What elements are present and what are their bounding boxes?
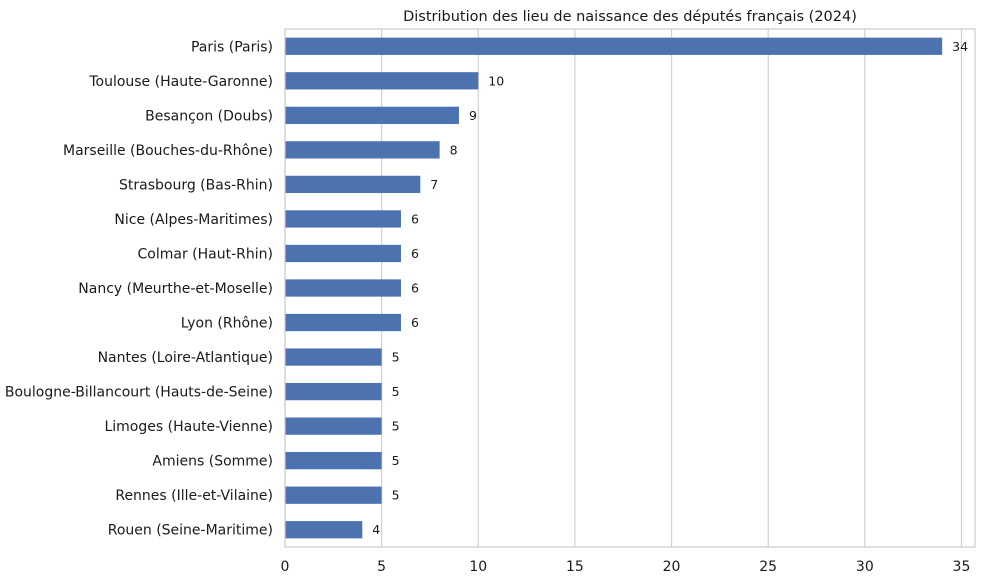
bars <box>285 37 943 539</box>
labels: 0 5 10 15 20 25 30 35 Paris (Paris) 34 Toulouse (H… <box>5 39 971 575</box>
bar <box>285 210 401 228</box>
category-label: Colmar (Haut-Rhin) <box>138 246 273 262</box>
bar-value-label: 7 <box>430 177 438 192</box>
category-label: Rennes (Ille-et-Vilaine) <box>115 488 273 504</box>
bar-value-label: 5 <box>392 419 400 434</box>
bar <box>285 348 382 366</box>
bar <box>285 106 459 124</box>
category-label: Toulouse (Haute-Garonne) <box>88 74 273 90</box>
bar-value-label: 6 <box>411 281 419 296</box>
bar <box>285 486 382 504</box>
category-label: Nice (Alpes-Maritimes) <box>114 212 273 228</box>
category-label: Marseille (Bouches-du-Rhône) <box>63 143 273 159</box>
chart-title: Distribution des lieu de naissance des d… <box>403 9 857 25</box>
bar-value-label: 9 <box>469 108 477 123</box>
category-label: Paris (Paris) <box>191 39 273 55</box>
bar <box>285 175 421 194</box>
bar-value-label: 5 <box>392 453 400 468</box>
bar <box>285 141 440 159</box>
category-label: Nantes (Loire-Atlantique) <box>98 350 273 366</box>
category-label: Besançon (Doubs) <box>145 108 273 124</box>
bar-value-label: 4 <box>372 522 380 537</box>
bar-value-label: 6 <box>411 315 419 330</box>
bar <box>285 244 401 263</box>
bar <box>285 521 363 539</box>
x-tick-label: 20 <box>663 559 681 575</box>
x-tick-label: 5 <box>377 559 386 575</box>
category-label: Nancy (Meurthe-et-Moselle) <box>78 281 273 297</box>
x-tick-label: 30 <box>856 559 874 575</box>
bar-value-label: 6 <box>411 246 419 261</box>
bar <box>285 37 943 55</box>
bar-value-label: 8 <box>450 142 458 157</box>
bar <box>285 313 401 332</box>
category-label: Strasbourg (Bas-Rhin) <box>119 177 273 193</box>
bar-value-label: 34 <box>952 39 968 54</box>
bar-value-label: 6 <box>411 211 419 226</box>
category-label: Limoges (Haute-Vienne) <box>104 419 273 435</box>
x-tick-label: 0 <box>281 559 290 575</box>
bar <box>285 72 479 90</box>
bar <box>285 417 382 435</box>
category-label: Rouen (Seine-Maritime) <box>108 523 273 539</box>
bar <box>285 382 382 401</box>
x-tick-label: 25 <box>759 559 777 575</box>
plot-frame <box>284 28 976 548</box>
x-tick-label: 35 <box>953 559 971 575</box>
bar <box>285 452 382 470</box>
bar-value-label: 5 <box>392 350 400 365</box>
x-tick-label: 15 <box>566 559 584 575</box>
category-label: Amiens (Somme) <box>152 454 273 470</box>
bar-value-label: 5 <box>392 384 400 399</box>
bar <box>285 279 401 297</box>
category-label: Boulogne-Billancourt (Hauts-de-Seine) <box>5 385 273 401</box>
category-label: Lyon (Rhône) <box>181 316 273 332</box>
x-tick-label: 10 <box>469 559 487 575</box>
bar-value-label: 10 <box>488 73 504 88</box>
bar-value-label: 5 <box>392 488 400 503</box>
